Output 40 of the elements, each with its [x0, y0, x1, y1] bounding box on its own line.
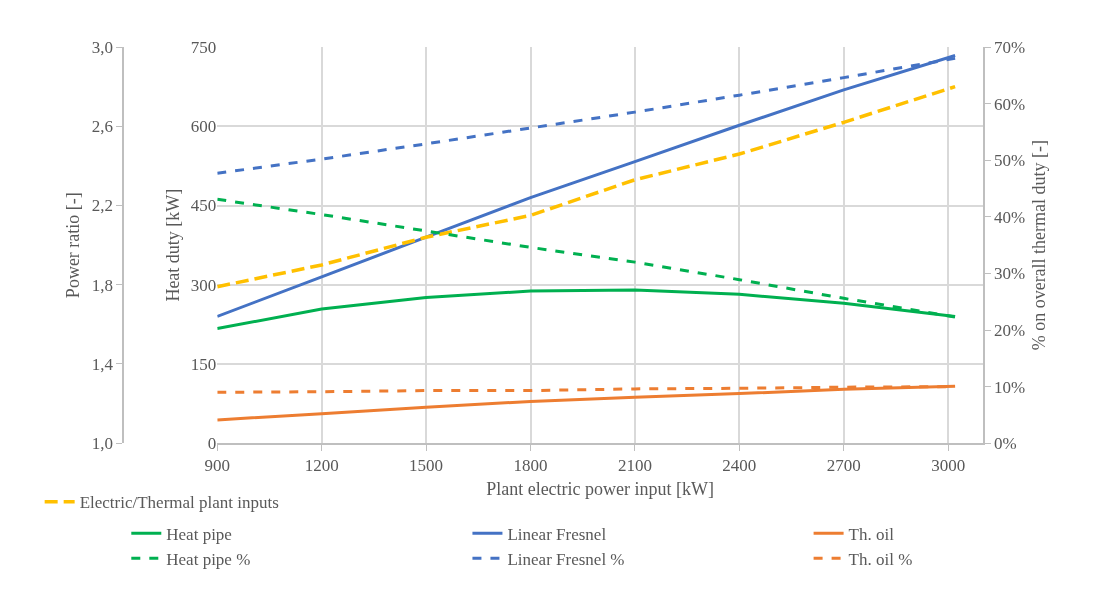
y3-tick-label: 10% — [994, 377, 1026, 397]
legend-label: Th. oil % — [848, 549, 913, 569]
x-tick-label: 900 — [204, 456, 231, 476]
legend-label: Th. oil — [848, 524, 895, 544]
y2-tick-label: 2,6 — [91, 117, 113, 137]
y3-tick-label: 50% — [994, 151, 1026, 171]
x-tick-label: 3000 — [931, 456, 966, 476]
y-tick-label: 600 — [190, 117, 217, 137]
x-tick-label: 1500 — [409, 456, 444, 476]
y2-tick-label: 1,4 — [91, 354, 114, 374]
y3-tick-label: 0% — [994, 434, 1017, 454]
x-axis-title: Plant electric power input [kW] — [486, 478, 715, 499]
y2-tick-label: 3,0 — [91, 38, 113, 58]
legend-label: Linear Fresnel — [507, 524, 607, 544]
y3-tick-label: 60% — [994, 94, 1026, 114]
y3-tick-label: 20% — [994, 320, 1026, 340]
y-axis-title: Heat duty [kW] — [162, 188, 183, 302]
y3-tick-label: 70% — [994, 38, 1026, 58]
legend-label: Heat pipe % — [166, 549, 251, 569]
x-tick-label: 1800 — [513, 456, 548, 476]
x-tick-label: 2100 — [617, 456, 652, 476]
y-tick-label: 0 — [207, 434, 217, 454]
y-tick-label: 750 — [190, 38, 217, 58]
y3-axis-title: % on overall thermal duty [-] — [1028, 139, 1049, 351]
y-tick-label: 150 — [190, 354, 217, 374]
y2-tick-label: 2,2 — [91, 196, 113, 216]
y3-tick-label: 40% — [994, 207, 1026, 227]
y2-axis-title: Power ratio [-] — [63, 192, 84, 299]
y2-tick-label: 1,8 — [91, 275, 113, 295]
y-tick-label: 300 — [190, 275, 217, 295]
x-tick-label: 2400 — [722, 456, 757, 476]
legend-label: Heat pipe — [166, 524, 232, 544]
line-series — [217, 84, 957, 289]
x-tick-label: 1200 — [304, 456, 339, 476]
y3-tick-label: 30% — [994, 264, 1026, 284]
x-tick-label: 2700 — [826, 456, 861, 476]
legend-label: Linear Fresnel % — [507, 549, 625, 569]
y2-tick-label: 1,0 — [91, 434, 113, 454]
y-tick-label: 450 — [190, 196, 217, 216]
legend-label: Electric/Thermal plant inputs — [79, 493, 279, 513]
